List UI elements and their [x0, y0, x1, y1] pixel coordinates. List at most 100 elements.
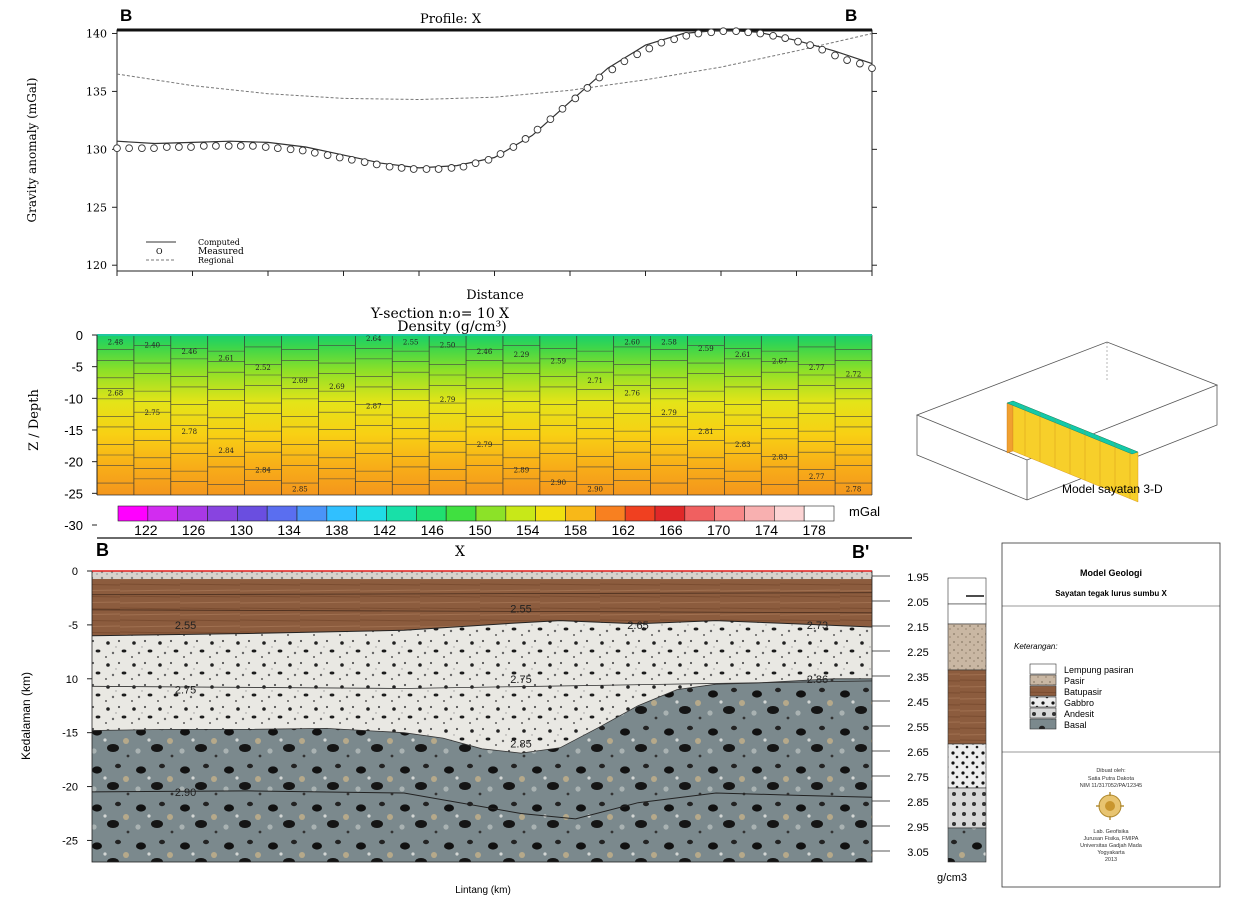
- density-scale-column: [947, 577, 987, 863]
- credit-line: 2013: [1105, 857, 1117, 863]
- colorbar-swatch: [266, 505, 298, 522]
- density-cell-label: 2.77: [809, 364, 825, 372]
- geology-y-label: Kedalaman (km): [19, 672, 33, 760]
- measured-point: [633, 50, 642, 59]
- colorbar-swatch: [654, 505, 686, 522]
- colorbar-tick-label: 150: [468, 522, 492, 538]
- col-gabbro: [947, 743, 987, 789]
- geology-corner-mid: X: [455, 544, 465, 560]
- density-cell-label: 2.46: [181, 348, 197, 356]
- measured-point: [496, 150, 505, 158]
- colorbar-swatch: [505, 505, 536, 522]
- credit-line: Lab. Geofisika: [1093, 829, 1129, 835]
- density-cell-label: 2.64: [366, 335, 382, 343]
- geology-layer-label: 2.75: [510, 674, 531, 686]
- measured-point: [372, 160, 381, 169]
- density-cell-label: 2.79: [440, 396, 456, 404]
- density-cell-label: 2.61: [218, 354, 234, 362]
- measured-point: [719, 27, 728, 36]
- measured-point: [409, 165, 418, 173]
- measured-point: [323, 151, 332, 159]
- density-scale-label: 2.15: [907, 622, 928, 634]
- density-scale-label: 2.25: [907, 647, 928, 659]
- density-cell-label: 2.48: [108, 338, 124, 346]
- density-scale-label: 2.05: [907, 597, 928, 609]
- col-basal: [947, 827, 987, 863]
- measured-point: [249, 142, 257, 150]
- density-cell-label: 2.58: [661, 338, 677, 346]
- density-cell-label: 2.52: [255, 364, 271, 372]
- colorbar-tick-label: 130: [230, 522, 254, 538]
- legend-swatch: [1029, 663, 1057, 675]
- legend-items: Lempung pasiranPasirBatupasirGabbroAndes…: [1029, 663, 1134, 730]
- colorbar-swatch: [445, 505, 477, 522]
- density-y-tick-label: -15: [64, 423, 83, 438]
- credit-line: Jurusan Fisika, FMIPA: [1084, 836, 1139, 842]
- geology-y-ticks: 0 -5 10 -15 -20 -25: [62, 566, 92, 847]
- legend-item-label: Andesit: [1064, 709, 1095, 719]
- profile-y-tick-label: 140: [86, 27, 107, 40]
- measured-point: [347, 155, 356, 164]
- geology-layer-label: 2.73: [807, 620, 828, 632]
- density-cell-label: 2.59: [698, 345, 714, 353]
- density-scale-label: 2.85: [907, 797, 928, 809]
- profile-y-tick-label: 125: [86, 201, 107, 214]
- density-y-label: Z / Depth: [27, 389, 42, 451]
- slab-end: [1006, 400, 1014, 454]
- measured-point: [868, 64, 876, 73]
- colorbar-swatch: [565, 505, 596, 522]
- measured-point: [558, 104, 567, 113]
- geology-layer-label: 2.55: [510, 604, 531, 616]
- credit-line: Yogyakarta: [1097, 850, 1125, 856]
- legend-computed: Computed: [198, 238, 240, 247]
- density-y-tick-label: 0: [76, 328, 83, 343]
- brown-internal-line: [91, 592, 873, 596]
- geology-section: B X B' 2.552.552.65 2.732.752.75 2.862.852…: [19, 540, 1221, 896]
- colorbar-swatch: [475, 505, 507, 522]
- legend-item-label: Pasir: [1064, 676, 1085, 686]
- colorbar-tick-label: 134: [277, 522, 301, 538]
- legend-subtitle: Sayatan tegak lurus sumbu X: [1055, 589, 1167, 598]
- surface-gravel-layer: [92, 571, 872, 579]
- density-cell-label: 2.89: [514, 466, 530, 474]
- measured-point: [781, 34, 790, 42]
- density-cell-label: 2.83: [735, 441, 751, 449]
- legend-swatch: [1029, 718, 1057, 730]
- density-cell-label: 2.55: [403, 338, 419, 346]
- measured-point: [645, 44, 654, 53]
- density-cell-label: 2.90: [551, 479, 567, 487]
- density-cell-label: 2.84: [218, 447, 234, 455]
- colorbar-swatch: [207, 505, 238, 522]
- colorbar-swatch: [416, 505, 447, 522]
- measured-point: [385, 162, 394, 171]
- legend-swatch: [1029, 696, 1057, 708]
- density-title-line2: Density (g/cm³): [397, 319, 507, 335]
- measured-point: [125, 144, 133, 153]
- colorbar-tick-label: 162: [612, 522, 636, 538]
- geology-y-tick-label: 10: [66, 674, 78, 686]
- measured-point: [459, 162, 468, 171]
- profile-y-tick-label: 120: [86, 259, 107, 272]
- measured-point: [273, 144, 282, 153]
- brown-layer: [92, 571, 872, 636]
- colorbar-swatch: [177, 505, 208, 522]
- profile-title: Profile: X: [420, 12, 482, 27]
- university-logo: [1096, 792, 1124, 820]
- density-cell-label: 2.83: [772, 454, 788, 462]
- col-lempung: [947, 577, 987, 605]
- geology-layer-label: 2.86: [807, 674, 828, 686]
- geology-layers: 2.55 2.55 2.65 2.73 2.75 2.75 2.86 2.85 2.90: [91, 571, 873, 862]
- geology-y-tick-label: -25: [62, 835, 78, 847]
- density-cell-label: 2.67: [772, 358, 788, 366]
- legend-item-label: Lempung pasiran: [1064, 665, 1134, 675]
- measured-point: [236, 142, 245, 150]
- credit-line: Satia Putra Dakota: [1088, 776, 1135, 782]
- density-scale-label: 1.95: [907, 572, 928, 584]
- measured-series-points: [113, 27, 876, 173]
- density-cell-label: 2.72: [846, 370, 862, 378]
- density-scale-label: 2.95: [907, 822, 928, 834]
- measured-point: [310, 148, 319, 157]
- measured-point: [434, 165, 443, 173]
- colorbar-tick-label: 126: [182, 522, 206, 538]
